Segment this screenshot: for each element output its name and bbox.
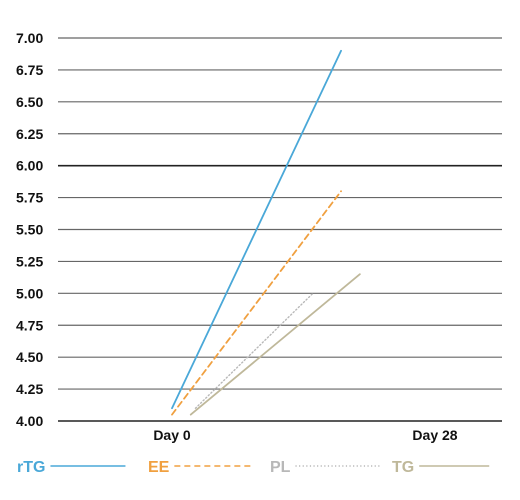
- y-tick-label: 4.75: [16, 317, 43, 333]
- series-line-rtg: [171, 49, 342, 410]
- legend-label-ee: EE: [148, 459, 170, 476]
- legend-label-tg: TG: [392, 459, 414, 476]
- y-tick-label: 4.00: [16, 413, 43, 429]
- y-tick-labels: 4.00 4.25 4.50 4.75 5.00 5.25 5.50 5.75 6.00 6.25…: [16, 30, 43, 429]
- y-tick-label: 4.50: [16, 349, 43, 365]
- series-line-tg: [189, 273, 361, 416]
- y-tick-label: 5.00: [16, 285, 43, 301]
- legend-label-rtg: rTG: [17, 459, 45, 476]
- y-tick-label: 6.75: [16, 62, 43, 78]
- series-line-pl: [194, 292, 314, 409]
- legend-label-pl: PL: [270, 459, 291, 476]
- y-tick-label: 6.25: [16, 126, 43, 142]
- legend: rTG EE PL TG: [17, 459, 490, 476]
- grid-lines: [58, 37, 502, 422]
- x-tick-labels: Day 0 Day 28: [153, 427, 457, 443]
- x-tick-label: Day 0: [153, 427, 191, 443]
- y-tick-label: 5.75: [16, 190, 43, 206]
- y-tick-label: 7.00: [16, 30, 43, 46]
- y-tick-label: 6.00: [16, 158, 43, 174]
- y-tick-label: 5.25: [16, 253, 43, 269]
- x-tick-label: Day 28: [412, 427, 457, 443]
- series-line-ee: [171, 190, 342, 416]
- y-tick-label: 4.25: [16, 381, 43, 397]
- series-lines: [171, 49, 361, 416]
- y-tick-label: 6.50: [16, 94, 43, 110]
- y-tick-label: 5.50: [16, 222, 43, 238]
